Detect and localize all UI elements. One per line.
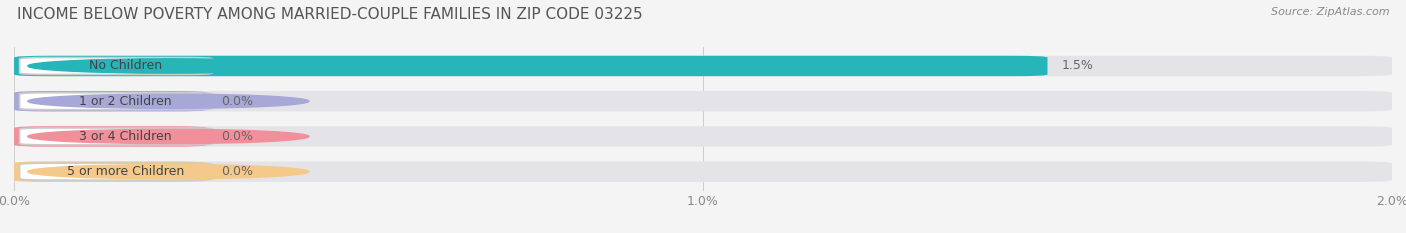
FancyBboxPatch shape <box>20 128 212 145</box>
FancyBboxPatch shape <box>14 91 1392 111</box>
Text: Source: ZipAtlas.com: Source: ZipAtlas.com <box>1271 7 1389 17</box>
FancyBboxPatch shape <box>20 58 212 74</box>
Circle shape <box>28 59 309 73</box>
Text: 0.0%: 0.0% <box>221 130 253 143</box>
FancyBboxPatch shape <box>20 93 212 110</box>
FancyBboxPatch shape <box>14 161 207 182</box>
Text: 0.0%: 0.0% <box>221 165 253 178</box>
FancyBboxPatch shape <box>14 91 207 111</box>
Circle shape <box>28 129 309 144</box>
FancyBboxPatch shape <box>14 126 207 147</box>
FancyBboxPatch shape <box>14 126 1392 147</box>
FancyBboxPatch shape <box>14 56 1047 76</box>
Text: INCOME BELOW POVERTY AMONG MARRIED-COUPLE FAMILIES IN ZIP CODE 03225: INCOME BELOW POVERTY AMONG MARRIED-COUPL… <box>17 7 643 22</box>
FancyBboxPatch shape <box>14 161 1392 182</box>
Text: No Children: No Children <box>89 59 162 72</box>
Text: 5 or more Children: 5 or more Children <box>67 165 184 178</box>
Text: 0.0%: 0.0% <box>221 95 253 108</box>
Circle shape <box>28 94 309 108</box>
FancyBboxPatch shape <box>20 163 212 180</box>
Text: 3 or 4 Children: 3 or 4 Children <box>79 130 172 143</box>
Text: 1.5%: 1.5% <box>1062 59 1092 72</box>
Text: 1 or 2 Children: 1 or 2 Children <box>79 95 172 108</box>
FancyBboxPatch shape <box>14 56 1392 76</box>
Circle shape <box>28 164 309 179</box>
